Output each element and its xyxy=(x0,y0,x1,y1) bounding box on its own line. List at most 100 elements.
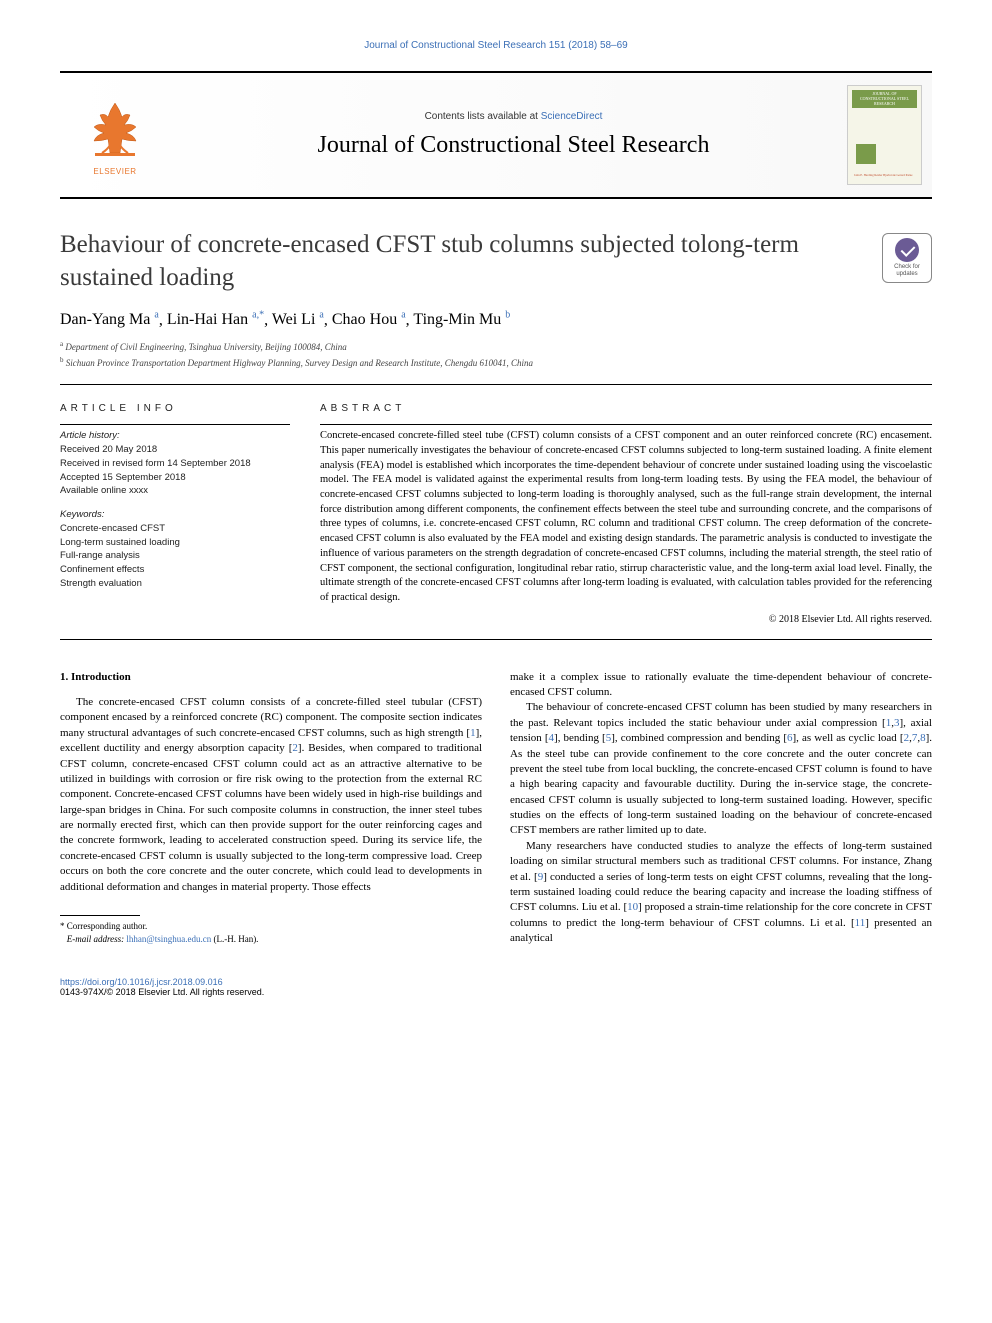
footnote-label: Corresponding author. xyxy=(67,921,148,931)
abstract-text: Concrete-encased concrete-filled steel t… xyxy=(320,429,932,605)
divider xyxy=(60,639,932,640)
abstract-copyright: © 2018 Elsevier Ltd. All rights reserved… xyxy=(320,614,932,625)
affiliation: a Department of Civil Engineering, Tsing… xyxy=(60,339,932,355)
masthead: ELSEVIER Contents lists available at Sci… xyxy=(60,71,932,199)
body-paragraph: The behaviour of concrete-encased CFST c… xyxy=(510,700,932,839)
checkmark-icon xyxy=(895,238,919,262)
author: Lin-Hai Han a,* xyxy=(167,311,264,328)
affil-sup: a xyxy=(60,340,63,348)
info-abstract-row: ARTICLE INFO Article history: Received 2… xyxy=(60,389,932,624)
ref-link[interactable]: 1 xyxy=(470,727,476,739)
cover-band: JOURNAL OF CONSTRUCTIONAL STEEL RESEARCH xyxy=(852,90,917,108)
body-col-left: 1. Introduction The concrete-encased CFS… xyxy=(60,670,482,947)
keywords-label: Keywords: xyxy=(60,508,290,522)
page: Journal of Constructional Steel Research… xyxy=(0,0,992,1027)
ref-link[interactable]: 4 xyxy=(549,732,555,744)
ref-link[interactable]: 6 xyxy=(787,732,793,744)
footnote-rule xyxy=(60,915,140,916)
contents-prefix: Contents lists available at xyxy=(425,111,541,122)
history-item: Accepted 15 September 2018 xyxy=(60,471,290,485)
article-info-heading: ARTICLE INFO xyxy=(60,403,290,414)
article-info-col: ARTICLE INFO Article history: Received 2… xyxy=(60,403,290,624)
running-header: Journal of Constructional Steel Research… xyxy=(60,40,932,51)
author: Dan-Yang Ma a xyxy=(60,311,159,328)
history-label: Article history: xyxy=(60,429,290,443)
body-col-right: make it a complex issue to rationally ev… xyxy=(510,670,932,947)
updates-line2: updates xyxy=(896,271,917,277)
author-name: Dan-Yang Ma xyxy=(60,311,150,328)
publisher-label: ELSEVIER xyxy=(93,167,136,176)
check-updates-badge[interactable]: Check for updates xyxy=(882,233,932,283)
body-paragraph: The concrete-encased CFST column consist… xyxy=(60,695,482,895)
ref-link[interactable]: 7 xyxy=(912,732,918,744)
ref-link[interactable]: 1 xyxy=(886,717,892,729)
affil-text: Sichuan Province Transportation Departme… xyxy=(66,358,533,368)
ref-link[interactable]: 8 xyxy=(920,732,926,744)
history-item: Received in revised form 14 September 20… xyxy=(60,457,290,471)
history-item: Received 20 May 2018 xyxy=(60,443,290,457)
doi-link[interactable]: https://doi.org/10.1016/j.jcsr.2018.09.0… xyxy=(60,977,223,987)
email-person: (L.-H. Han). xyxy=(213,934,258,944)
divider xyxy=(60,384,932,385)
authors-line: Dan-Yang Ma a, Lin-Hai Han a,*, Wei Li a… xyxy=(60,310,932,329)
masthead-center: Contents lists available at ScienceDirec… xyxy=(180,111,847,159)
keywords: Keywords: Concrete-encased CFST Long-ter… xyxy=(60,508,290,591)
author: Ting-Min Mu b xyxy=(413,311,510,328)
author: Wei Li a xyxy=(272,311,324,328)
author-sup: a xyxy=(401,310,405,321)
author-sup: a,* xyxy=(252,310,264,321)
article-history: Article history: Received 20 May 2018 Re… xyxy=(60,429,290,498)
author-name: Wei Li xyxy=(272,311,316,328)
author-name: Ting-Min Mu xyxy=(413,311,501,328)
ref-link[interactable]: 9 xyxy=(538,871,544,883)
article-title: Behaviour of concrete-encased CFST stub … xyxy=(60,229,862,294)
body-paragraph: make it a complex issue to rationally ev… xyxy=(510,670,932,701)
author-sup: b xyxy=(505,310,510,321)
keyword: Confinement effects xyxy=(60,563,290,577)
corresponding-author-footnote: * Corresponding author. E-mail address: … xyxy=(60,920,482,945)
history-item: Available online xxxx xyxy=(60,484,290,498)
author-sup: a xyxy=(154,310,158,321)
email-label: E-mail address: xyxy=(67,934,124,944)
body-columns: 1. Introduction The concrete-encased CFS… xyxy=(60,670,932,947)
ref-link[interactable]: 10 xyxy=(627,901,638,913)
author-name: Lin-Hai Han xyxy=(167,311,248,328)
issn-copyright: 0143-974X/© 2018 Elsevier Ltd. All right… xyxy=(60,987,264,997)
ref-link[interactable]: 3 xyxy=(894,717,900,729)
footnote-marker: * xyxy=(60,921,65,931)
divider xyxy=(60,424,290,425)
abstract-heading: ABSTRACT xyxy=(320,403,932,414)
cover-editors: John E. Harding Reider Bjorhovde Gerard … xyxy=(854,174,912,178)
updates-line1: Check for xyxy=(894,264,920,270)
keyword: Full-range analysis xyxy=(60,549,290,563)
journal-name: Journal of Constructional Steel Research xyxy=(180,132,847,159)
title-row: Behaviour of concrete-encased CFST stub … xyxy=(60,229,932,294)
keyword: Concrete-encased CFST xyxy=(60,522,290,536)
elsevier-tree-icon xyxy=(80,95,150,165)
elsevier-logo: ELSEVIER xyxy=(70,90,160,180)
author: Chao Hou a xyxy=(332,311,406,328)
author-name: Chao Hou xyxy=(332,311,397,328)
affiliation: b Sichuan Province Transportation Depart… xyxy=(60,355,932,371)
affiliations: a Department of Civil Engineering, Tsing… xyxy=(60,339,932,370)
ref-link[interactable]: 11 xyxy=(855,917,866,929)
abstract-col: ABSTRACT Concrete-encased concrete-fille… xyxy=(320,403,932,624)
page-footer: https://doi.org/10.1016/j.jcsr.2018.09.0… xyxy=(60,977,932,997)
ref-link[interactable]: 2 xyxy=(292,742,298,754)
keyword: Strength evaluation xyxy=(60,577,290,591)
author-sup: a xyxy=(319,310,323,321)
ref-link[interactable]: 2 xyxy=(904,732,910,744)
corresponding-email-link[interactable]: lhhan@tsinghua.edu.cn xyxy=(126,934,211,944)
body-paragraph: Many researchers have conducted studies … xyxy=(510,839,932,947)
cover-accent-icon xyxy=(856,144,876,164)
keyword: Long-term sustained loading xyxy=(60,536,290,550)
sciencedirect-link[interactable]: ScienceDirect xyxy=(541,111,603,122)
contents-line: Contents lists available at ScienceDirec… xyxy=(180,111,847,122)
divider xyxy=(320,424,932,425)
journal-cover-thumbnail: JOURNAL OF CONSTRUCTIONAL STEEL RESEARCH… xyxy=(847,85,922,185)
affil-text: Department of Civil Engineering, Tsinghu… xyxy=(65,342,346,352)
updates-badge-text: Check for updates xyxy=(894,264,920,277)
affil-sup: b xyxy=(60,356,64,364)
section-heading: 1. Introduction xyxy=(60,670,482,685)
ref-link[interactable]: 5 xyxy=(606,732,612,744)
